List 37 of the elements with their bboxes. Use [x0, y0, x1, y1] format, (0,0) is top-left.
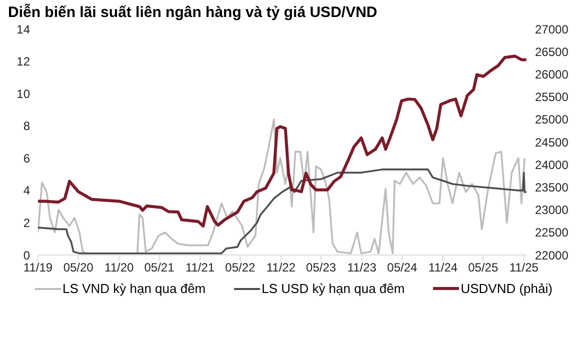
x-tick-label: 05/22 [225, 260, 256, 275]
y2-tick-label: 23500 [535, 180, 569, 194]
x-tick-label: 11/22 [266, 260, 296, 275]
x-tick-label: 11/24 [428, 260, 458, 275]
y-tick-label: 10 [16, 86, 30, 101]
y-tick-label: 12 [16, 54, 30, 69]
x-tick-label: 05/24 [387, 260, 418, 275]
y-tick-label: 6 [23, 151, 30, 166]
y-tick-label: 2 [23, 216, 30, 230]
y-tick-label: 4 [23, 184, 30, 198]
y-tick-label: 8 [23, 119, 30, 134]
y2-tick-label: 26000 [535, 67, 569, 82]
y2-tick-label: 26500 [535, 44, 569, 59]
y2-tick-label: 22000 [535, 248, 569, 262]
y-tick-label: 14 [16, 22, 30, 36]
line-series [38, 54, 527, 228]
y2-tick-label: 22500 [535, 226, 569, 240]
legend-label: USDVND (phải) [460, 281, 552, 296]
x-tick-label: 11/19 [23, 260, 53, 275]
y2-tick-label: 25000 [535, 112, 569, 127]
y2-tick-label: 24000 [535, 158, 569, 172]
y2-tick-label: 24500 [535, 135, 569, 150]
x-tick-label: 11/23 [347, 260, 377, 275]
x-tick-label: 11/25 [509, 260, 539, 275]
legend-label: LS USD kỳ hạn qua đêm [262, 281, 405, 296]
y2-tick-label: 27000 [535, 22, 569, 36]
y2-tick-label: 23000 [535, 203, 569, 218]
x-tick-label: 11/21 [185, 260, 215, 275]
chart-title: Diễn biến lãi suất liên ngân hàng và tỷ giá USD/VND [8, 4, 378, 21]
x-tick-label: 05/25 [468, 260, 498, 275]
y-tick-label: 0 [23, 248, 30, 262]
x-tick-label: 05/23 [306, 260, 336, 275]
x-tick-label: 05/20 [63, 260, 94, 275]
legend-label: LS VND kỳ hạn qua đêm [62, 281, 206, 296]
x-tick-label: 11/20 [104, 260, 134, 275]
x-tick-label: 05/21 [144, 260, 175, 275]
y2-tick-label: 25500 [535, 90, 569, 104]
